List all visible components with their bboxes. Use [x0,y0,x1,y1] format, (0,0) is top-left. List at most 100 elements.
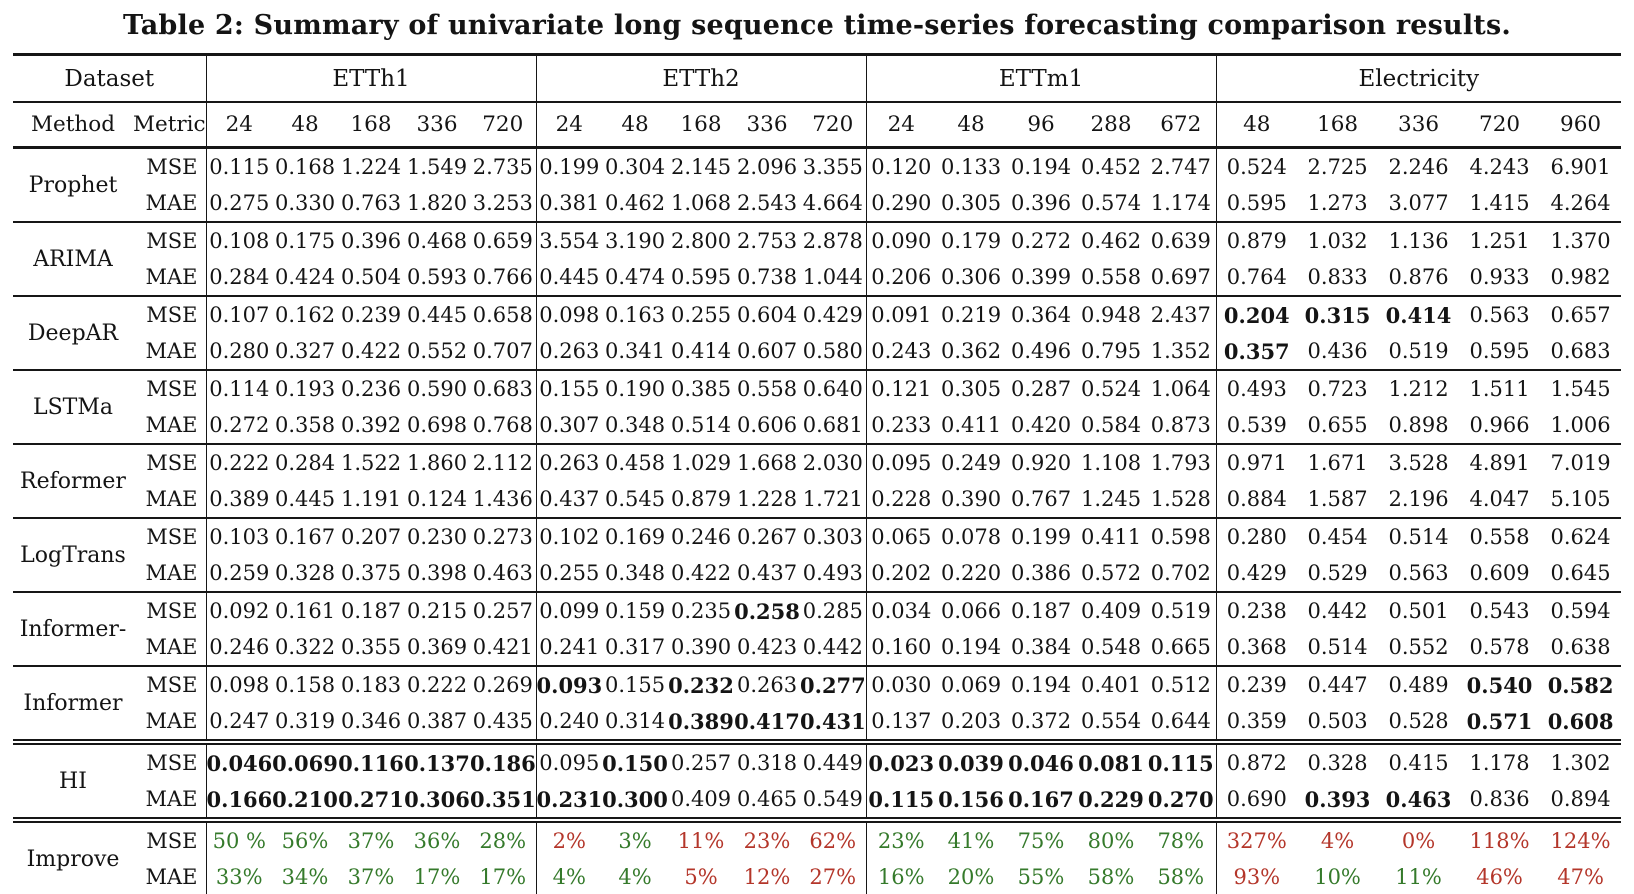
cell-arima-mae-electricity-960: 0.982 [1550,265,1611,289]
cell-arima-mse-etth2-24: 3.554 [535,222,603,259]
cell-hi-mse-etth2-720: 0.449 [802,751,863,775]
row-informer-mae: MAE 0.246 0.322 0.355 0.369 0.421 0.241 0.317 0.… [13,629,1621,666]
metric-column-label: Metric [133,112,206,137]
cell-prophet-mse-etth1-24: 0.115 [205,147,273,185]
cell-deepar-mse-electricity-336: 0.414 [1385,302,1452,328]
cell-improve-mae-etth1-720: 17% [479,865,527,889]
cell-informer-mae-electricity-168: 0.503 [1307,709,1368,733]
metric-label-mse: MSE [146,751,198,775]
cell-informer-mse-etth2-48: 0.159 [604,599,666,623]
cell-arima-mae-etth2-48: 0.474 [604,265,666,289]
cell-lstma-mae-etth2-336: 0.606 [736,413,798,437]
cell-informer-mse-etth2-336: 0.263 [736,673,798,697]
cell-prophet-mse-ettm1-288: 0.452 [1080,155,1142,179]
cell-reformer-mae-etth2-48: 0.545 [604,487,666,511]
cell-informer-mae-ettm1-288: 0.554 [1080,709,1142,733]
cell-hi-mse-etth2-48: 0.150 [602,750,668,776]
horizon-etth2-48: 48 [621,112,649,137]
cell-informer-mse-electricity-720: 0.543 [1469,599,1530,623]
cell-hi-mse-etth2-336: 0.318 [736,751,798,775]
cell-improve-mae-electricity-336: 11% [1395,865,1442,889]
cell-improve-mae-ettm1-672: 58% [1157,865,1205,889]
cell-logtrans-mse-electricity-336: 0.514 [1388,525,1449,549]
cell-improve-mae-electricity-168: 10% [1314,865,1361,889]
horizon-etth1-720: 720 [482,112,524,137]
cell-improve-mae-etth1-48: 34% [281,865,329,889]
cell-informer-mae-ettm1-24: 0.137 [865,703,937,742]
cell-informer-mse-etth2-24: 0.093 [535,666,603,703]
cell-reformer-mae-electricity-48: 0.884 [1215,481,1298,518]
cell-informer-mae-etth1-336: 0.387 [406,709,468,733]
cell-arima-mae-etth2-24: 0.445 [535,259,603,296]
cell-prophet-mae-electricity-336: 3.077 [1388,191,1449,215]
metric-label-mse: MSE [146,155,198,179]
metric-label-mse: MSE [146,377,198,401]
cell-informer-mae-electricity-960: 0.638 [1550,635,1611,659]
cell-informer-mse-ettm1-96: 0.187 [1010,599,1072,623]
cell-lstma-mae-etth1-24: 0.272 [205,407,273,444]
cell-reformer-mae-etth2-336: 1.228 [736,487,798,511]
cell-hi-mae-etth1-168: 0.271 [338,786,404,812]
cell-deepar-mse-etth2-24: 0.098 [535,296,603,333]
cell-improve-mse-electricity-48: 327% [1215,820,1298,859]
cell-arima-mse-ettm1-96: 0.272 [1010,229,1072,253]
cell-improve-mse-etth2-24: 2% [535,820,603,859]
cell-logtrans-mse-ettm1-288: 0.411 [1080,525,1142,549]
cell-prophet-mse-ettm1-48: 0.133 [940,155,1002,179]
cell-prophet-mae-etth1-48: 0.330 [274,191,336,215]
horizon-ettm1-288: 288 [1090,112,1132,137]
cell-hi-mse-ettm1-48: 0.039 [938,750,1004,776]
cell-reformer-mae-etth2-24: 0.437 [535,481,603,518]
cell-informer-mse-ettm1-96: 0.194 [1010,673,1072,697]
cell-arima-mse-electricity-168: 1.032 [1307,229,1368,253]
horizon-etth2-168: 168 [680,112,722,137]
cell-prophet-mae-etth2-48: 0.462 [604,191,666,215]
cell-deepar-mae-etth2-24: 0.263 [535,333,603,370]
horizon-electricity-168: 168 [1317,112,1359,137]
row-improve-mse: Improve MSE 50 % 56% 37% 36% 28% 2% 3% 11% 23% 62% 2… [13,820,1621,872]
cell-hi-mae-etth1-720: 0.351 [470,786,536,812]
cell-reformer-mse-electricity-720: 4.891 [1469,451,1530,475]
cell-arima-mae-etth2-168: 0.595 [670,265,732,289]
cell-informer-mse-electricity-48: 0.238 [1215,592,1298,629]
cell-reformer-mse-etth2-24: 0.263 [535,444,603,481]
cell-informer-mse-ettm1-24: 0.034 [865,592,937,629]
row-reformer-mae: MAE 0.389 0.445 1.191 0.124 1.436 0.437 0.545 0.… [13,481,1621,518]
horizon-etth1-168: 168 [350,112,392,137]
cell-arima-mse-etth1-48: 0.175 [274,229,336,253]
cell-prophet-mae-ettm1-96: 0.396 [1010,191,1072,215]
cell-reformer-mse-electricity-960: 7.019 [1550,451,1611,475]
cell-improve-mse-etth1-720: 28% [479,829,527,853]
cell-reformer-mae-electricity-336: 2.196 [1388,487,1449,511]
cell-lstma-mae-ettm1-288: 0.584 [1080,413,1142,437]
cell-deepar-mae-etth2-336: 0.607 [736,339,798,363]
row-deepar-mae: MAE 0.280 0.327 0.422 0.552 0.707 0.263 0.341 0.… [13,333,1621,370]
cell-reformer-mse-etth2-168: 1.029 [670,451,732,475]
cell-hi-mse-electricity-336: 0.415 [1388,751,1449,775]
cell-arima-mse-etth1-24: 0.108 [205,222,273,259]
cell-prophet-mae-etth2-336: 2.543 [736,191,798,215]
cell-prophet-mae-etth1-336: 1.820 [406,191,468,215]
cell-informer-mae-ettm1-288: 0.548 [1080,635,1142,659]
metric-label-mse: MSE [146,673,198,697]
cell-arima-mse-etth2-720: 2.878 [802,229,863,253]
metric-label-mse: MSE [146,451,198,475]
metric-label-mse: MSE [146,229,198,253]
cell-hi-mse-electricity-720: 1.178 [1469,751,1530,775]
cell-lstma-mse-etth1-48: 0.193 [274,377,336,401]
cell-improve-mse-electricity-336: 0% [1401,829,1436,853]
cell-informer-mse-etth2-720: 0.285 [802,599,863,623]
row-prophet-mae: MAE 0.275 0.330 0.763 1.820 3.253 0.381 0.462 1.… [13,185,1621,222]
cell-deepar-mse-ettm1-672: 2.437 [1150,303,1211,327]
cell-logtrans-mae-etth2-720: 0.493 [802,561,863,585]
method-label-arima: ARIMA [33,246,113,272]
cell-deepar-mae-ettm1-672: 1.352 [1150,339,1211,363]
cell-informer-mse-etth2-168: 0.235 [670,599,732,623]
cell-hi-mse-electricity-960: 1.302 [1550,751,1611,775]
cell-improve-mae-etth2-336: 12% [743,865,791,889]
cell-hi-mae-etth2-336: 0.465 [736,787,798,811]
horizon-etth1-48: 48 [291,112,319,137]
cell-lstma-mae-etth1-336: 0.698 [406,413,468,437]
cell-arima-mae-ettm1-288: 0.558 [1080,265,1142,289]
cell-lstma-mae-ettm1-672: 0.873 [1150,413,1211,437]
